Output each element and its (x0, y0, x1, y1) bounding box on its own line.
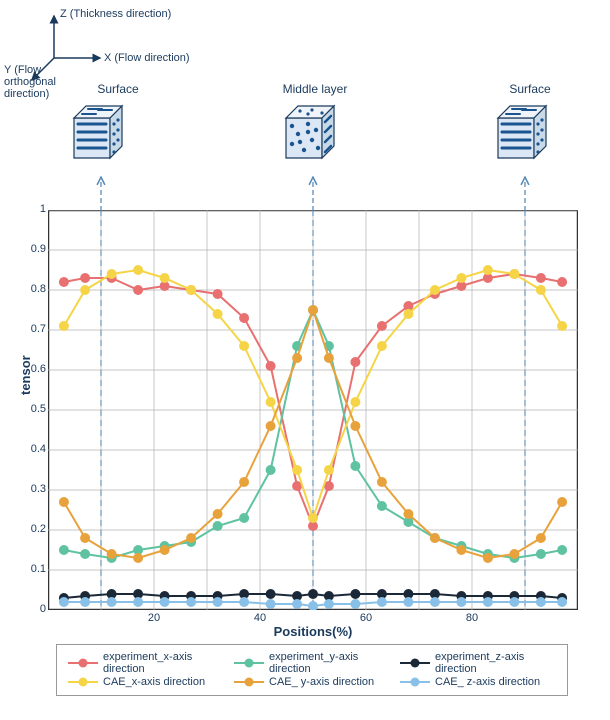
legend-label: CAE_x-axis direction (103, 676, 205, 688)
legend-item-cae_z: CAE_ z-axis direction (399, 675, 557, 689)
legend-row: CAE_x-axis direction CAE_ y-axis directio… (67, 675, 557, 689)
cube-label-2: Surface (490, 82, 570, 96)
legend-label: experiment_y-axis direction (269, 651, 391, 675)
legend-swatch (67, 675, 99, 689)
cube-0 (66, 100, 136, 170)
y-tick: 0.7 (18, 323, 46, 335)
chart-svg (48, 210, 578, 610)
y-tick: 0 (18, 603, 46, 615)
legend-label: experiment_x-axis direction (103, 651, 225, 675)
axis-3d-diagram: Z (Thickness direction) X (Flow directio… (18, 8, 198, 88)
legend-label: CAE_ y-axis direction (269, 676, 374, 688)
figure-container: Z (Thickness direction) X (Flow directio… (0, 0, 610, 720)
x-tick: 80 (460, 612, 484, 624)
legend-label: CAE_ z-axis direction (435, 676, 540, 688)
callout-arrows (48, 175, 578, 215)
legend-item-exp_x: experiment_x-axis direction (67, 651, 225, 675)
axis-y-label: Y (Flow orthogonal direction) (4, 64, 56, 100)
cube-1 (278, 100, 348, 170)
x-axis-label: Positions(%) (48, 624, 578, 639)
legend-swatch (399, 675, 431, 689)
legend-item-cae_x: CAE_x-axis direction (67, 675, 225, 689)
legend-label: experiment_z-axis direction (435, 651, 557, 675)
legend-item-exp_z: experiment_z-axis direction (399, 651, 557, 675)
y-tick: 0.5 (18, 403, 46, 415)
cube-2 (490, 100, 560, 170)
x-tick: 60 (354, 612, 378, 624)
legend-swatch (233, 675, 265, 689)
axis-x-label: X (Flow direction) (104, 52, 190, 64)
legend-item-cae_y: CAE_ y-axis direction (233, 675, 391, 689)
y-tick: 0.4 (18, 443, 46, 455)
y-tick: 0.1 (18, 563, 46, 575)
legend-swatch (233, 656, 265, 670)
cube-label-1: Middle layer (270, 82, 360, 96)
y-tick: 0.3 (18, 483, 46, 495)
y-tick: 0.8 (18, 283, 46, 295)
y-tick: 1 (18, 203, 46, 215)
cubes-row (0, 100, 610, 180)
y-tick: 0.9 (18, 243, 46, 255)
legend-row: experiment_x-axis direction experiment_y-… (67, 651, 557, 675)
legend-swatch (67, 656, 99, 670)
y-axis-label: tensor (18, 355, 33, 395)
axis-z-label: Z (Thickness direction) (60, 8, 171, 20)
legend-swatch (399, 656, 431, 670)
chart-plot-area (48, 210, 578, 610)
legend-item-exp_y: experiment_y-axis direction (233, 651, 391, 675)
x-tick: 40 (248, 612, 272, 624)
cube-label-0: Surface (78, 82, 158, 96)
y-tick: 0.6 (18, 363, 46, 375)
legend: experiment_x-axis direction experiment_y-… (56, 644, 568, 696)
x-tick: 20 (142, 612, 166, 624)
y-tick: 0.2 (18, 523, 46, 535)
